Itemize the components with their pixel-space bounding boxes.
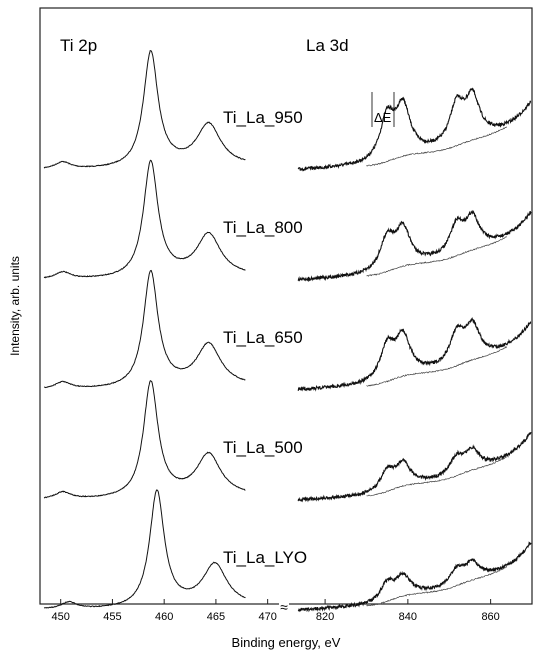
ti-2p-trace <box>43 380 246 499</box>
tick-label-ti-450: 450 <box>52 611 70 623</box>
la-3d-background <box>366 346 508 387</box>
series-label: Ti_La_650 <box>223 328 303 347</box>
series-label: Ti_La_500 <box>223 438 303 457</box>
x-axis-label: Binding energy, eV <box>232 635 341 650</box>
la-3d-background <box>366 236 508 277</box>
la-3d-background <box>366 126 508 167</box>
x-axis-ticks: 450 455 460 465 470 820 840 860 <box>52 599 500 623</box>
ti-2p-trace <box>44 269 246 389</box>
tick-label-ti-465: 465 <box>207 611 225 623</box>
series-ti-la-950: Ti_La_950 <box>43 50 532 172</box>
spectra: Ti_La_950 Ti_La_800 Ti_La_650 Ti_La_500 Ti_L… <box>43 50 532 613</box>
series-ti-la-800: Ti_La_800 <box>43 159 532 283</box>
tick-label-ti-455: 455 <box>103 611 121 623</box>
axis-break-mark: ≈ <box>280 599 288 615</box>
ti-2p-trace <box>43 50 246 169</box>
series-ti-la-lyo: Ti_La_LYO <box>43 489 532 613</box>
series-label: Ti_La_LYO <box>223 548 307 567</box>
la-3d-trace <box>297 87 532 172</box>
la-3d-trace <box>297 541 532 613</box>
axis-break: ≈ <box>279 598 289 615</box>
la-3d-trace <box>297 317 532 392</box>
tick-label-ti-470: 470 <box>258 611 276 623</box>
tick-label-la-840: 840 <box>399 611 417 623</box>
panel-title-la: La 3d <box>306 36 349 55</box>
series-ti-la-650: Ti_La_650 <box>44 269 532 392</box>
y-axis-label: Intensity, arb. units <box>8 256 22 356</box>
tick-label-la-820: 820 <box>316 611 334 623</box>
la-3d-background <box>366 456 507 497</box>
series-label: Ti_La_800 <box>223 218 303 237</box>
tick-label-la-860: 860 <box>481 611 499 623</box>
delta-e-label: ΔE <box>374 110 392 125</box>
tick-label-ti-460: 460 <box>155 611 173 623</box>
ti-2p-trace <box>43 159 246 279</box>
ti-2p-trace <box>43 489 246 609</box>
panel-title-ti: Ti 2p <box>60 36 97 55</box>
delta-e-annotation: ΔE <box>371 92 395 127</box>
series-ti-la-500: Ti_La_500 <box>43 380 532 503</box>
series-label: Ti_La_950 <box>223 108 303 127</box>
la-3d-trace <box>297 431 532 503</box>
la-3d-trace <box>297 209 532 283</box>
la-3d-background <box>366 566 508 607</box>
